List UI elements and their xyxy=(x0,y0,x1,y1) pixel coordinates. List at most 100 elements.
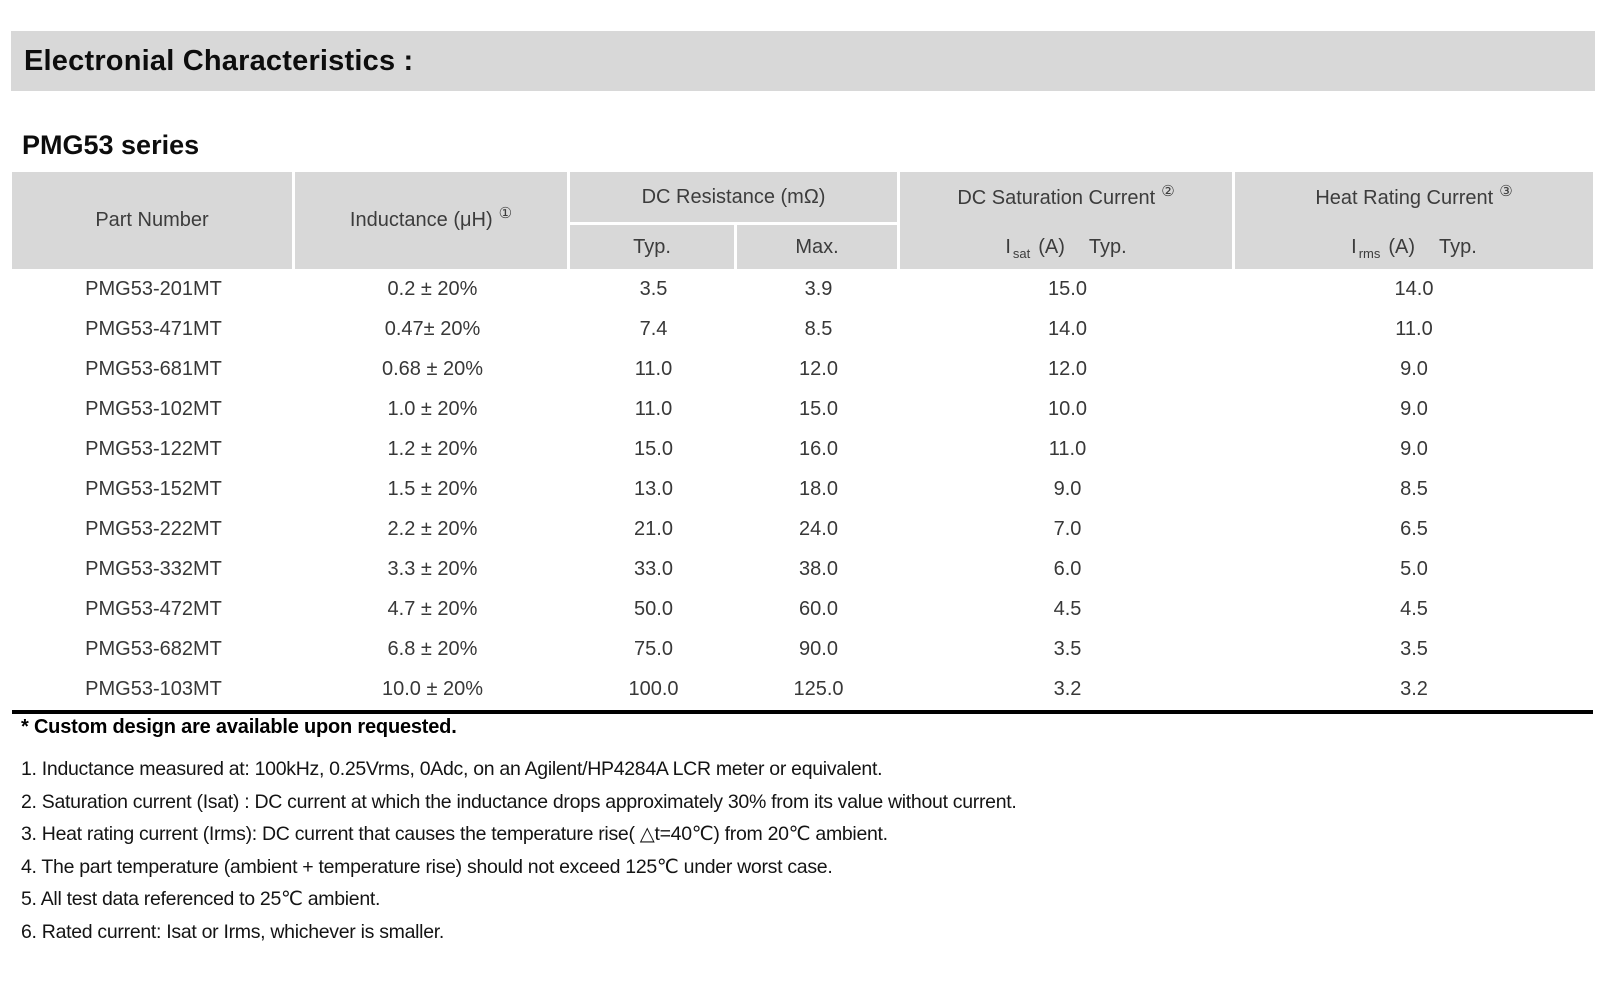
cell-irms: 11.0 xyxy=(1395,317,1433,340)
cell-dcr-max: 90.0 xyxy=(799,637,838,660)
table-row: PMG53-103MT 10.0 ± 20% 100.0 125.0 3.2 3… xyxy=(12,669,1593,709)
header-saturation-current: DC Saturation Current ② I sat (A) Typ. xyxy=(900,172,1235,269)
series-title: PMG53 series xyxy=(22,130,200,160)
table-row: PMG53-471MT 0.47± 20% 7.4 8.5 14.0 11.0 xyxy=(12,309,1593,349)
cell-inductance: 0.2 ± 20% xyxy=(387,277,478,300)
cell-isat: 3.5 xyxy=(1053,637,1082,660)
header-dcr-max-label: Max. xyxy=(795,235,839,258)
cell-dcr-typ: 15.0 xyxy=(634,437,673,460)
footnote-6: 6. Rated current: Isat or Irms, whicheve… xyxy=(21,920,444,943)
cell-irms: 4.5 xyxy=(1400,597,1428,620)
cell-dcr-typ: 75.0 xyxy=(634,637,673,660)
footnotes: * Custom design are available upon reque… xyxy=(21,716,1581,949)
characteristics-table: Part Number Inductance (μH) ① DC Resista… xyxy=(12,172,1593,709)
cell-part-number: PMG53-103MT xyxy=(85,677,222,700)
cell-isat: 10.0 xyxy=(1048,397,1087,420)
cell-part-number: PMG53-122MT xyxy=(85,437,222,460)
cell-irms: 9.0 xyxy=(1400,357,1428,380)
cell-dcr-typ: 11.0 xyxy=(634,357,673,380)
cell-isat: 12.0 xyxy=(1048,357,1087,380)
cell-part-number: PMG53-222MT xyxy=(85,517,222,540)
cell-dcr-typ: 13.0 xyxy=(634,477,673,500)
cell-dcr-max: 125.0 xyxy=(793,677,844,700)
header-heat-rating-current: Heat Rating Current ③ I rms (A) Typ. xyxy=(1235,172,1593,269)
cell-inductance: 1.5 ± 20% xyxy=(387,477,478,500)
header-inductance-label: Inductance (μH) xyxy=(349,209,493,231)
cell-irms: 8.5 xyxy=(1400,477,1428,500)
cell-irms: 3.5 xyxy=(1400,637,1428,660)
page-title: Electronial Characteristics : xyxy=(24,44,414,77)
table-row: PMG53-332MT 3.3 ± 20% 33.0 38.0 6.0 5.0 xyxy=(12,549,1593,589)
cell-part-number: PMG53-681MT xyxy=(85,357,222,380)
cell-dcr-max: 38.0 xyxy=(799,557,838,580)
header-heat-label: Heat Rating Current xyxy=(1315,187,1494,209)
cell-inductance: 10.0 ± 20% xyxy=(381,677,484,700)
cell-irms: 14.0 xyxy=(1394,277,1434,300)
isat-typ-label: Typ. xyxy=(1088,235,1127,258)
cell-dcr-max: 8.5 xyxy=(804,317,833,340)
header-dc-resistance-label: DC Resistance (mΩ) xyxy=(641,185,826,208)
cell-isat: 15.0 xyxy=(1048,277,1087,300)
header-inductance: Inductance (μH) ① xyxy=(295,172,570,269)
header-heat-sub: I rms (A) Typ. xyxy=(1235,225,1593,269)
footnote-ref-1-icon: ① xyxy=(498,204,513,222)
cell-irms: 5.0 xyxy=(1400,557,1428,580)
table-row: PMG53-681MT 0.68 ± 20% 11.0 12.0 12.0 9.… xyxy=(12,349,1593,389)
cell-isat: 6.0 xyxy=(1053,557,1082,580)
section-banner: Electronial Characteristics : xyxy=(11,31,1595,91)
header-dcr-typ-label: Typ. xyxy=(633,235,671,258)
footnote-ref-3-icon: ③ xyxy=(1499,182,1513,200)
cell-inductance: 4.7 ± 20% xyxy=(387,597,478,620)
cell-dcr-max: 15.0 xyxy=(799,397,838,420)
header-saturation-title: DC Saturation Current ② xyxy=(900,172,1232,225)
cell-inductance: 2.2 ± 20% xyxy=(387,517,478,540)
header-saturation-label: DC Saturation Current xyxy=(957,187,1156,209)
irms-symbol: I xyxy=(1351,235,1357,258)
cell-inductance: 3.3 ± 20% xyxy=(387,557,478,580)
isat-symbol: I xyxy=(1005,235,1011,258)
isat-unit: (A) xyxy=(1038,235,1065,258)
table-bottom-rule xyxy=(12,710,1593,714)
cell-irms: 6.5 xyxy=(1400,517,1428,540)
table-row: PMG53-222MT 2.2 ± 20% 21.0 24.0 7.0 6.5 xyxy=(12,509,1593,549)
cell-inductance: 6.8 ± 20% xyxy=(387,637,478,660)
cell-inductance: 0.68 ± 20% xyxy=(381,357,484,380)
table-body: PMG53-201MT 0.2 ± 20% 3.5 3.9 15.0 14.0 … xyxy=(12,269,1593,709)
cell-dcr-max: 60.0 xyxy=(799,597,838,620)
footnote-4: 4. The part temperature (ambient + tempe… xyxy=(21,855,833,878)
table-row: PMG53-472MT 4.7 ± 20% 50.0 60.0 4.5 4.5 xyxy=(12,589,1593,629)
table-row: PMG53-102MT 1.0 ± 20% 11.0 15.0 10.0 9.0 xyxy=(12,389,1593,429)
cell-irms: 9.0 xyxy=(1400,397,1428,420)
cell-irms: 3.2 xyxy=(1400,677,1428,700)
table-row: PMG53-152MT 1.5 ± 20% 13.0 18.0 9.0 8.5 xyxy=(12,469,1593,509)
irms-unit: (A) xyxy=(1388,235,1416,258)
footnote-ref-2-icon: ② xyxy=(1161,182,1175,200)
cell-inductance: 0.47± 20% xyxy=(384,317,481,340)
header-dc-resistance-group: DC Resistance (mΩ) xyxy=(570,172,900,225)
header-part-number: Part Number xyxy=(12,172,295,269)
cell-dcr-typ: 33.0 xyxy=(634,557,673,580)
cell-part-number: PMG53-152MT xyxy=(85,477,222,500)
cell-inductance: 1.0 ± 20% xyxy=(387,397,478,420)
cell-part-number: PMG53-102MT xyxy=(85,397,222,420)
cell-part-number: PMG53-471MT xyxy=(85,317,222,340)
footnote-3: 3. Heat rating current (Irms): DC curren… xyxy=(21,823,888,846)
cell-part-number: PMG53-682MT xyxy=(85,637,222,660)
footnote-1: 1. Inductance measured at: 100kHz, 0.25V… xyxy=(21,758,883,780)
cell-dcr-typ: 11.0 xyxy=(634,397,673,420)
cell-isat: 11.0 xyxy=(1048,437,1087,460)
table-row: PMG53-682MT 6.8 ± 20% 75.0 90.0 3.5 3.5 xyxy=(12,629,1593,669)
cell-isat: 9.0 xyxy=(1053,477,1082,500)
table-row: PMG53-201MT 0.2 ± 20% 3.5 3.9 15.0 14.0 xyxy=(12,269,1593,309)
cell-part-number: PMG53-201MT xyxy=(85,277,222,300)
cell-dcr-typ: 7.4 xyxy=(639,317,668,340)
cell-isat: 14.0 xyxy=(1048,317,1087,340)
cell-part-number: PMG53-472MT xyxy=(85,597,222,620)
footnote-5: 5. All test data referenced to 25℃ ambie… xyxy=(21,888,381,911)
header-dcr-typ: Typ. xyxy=(570,225,737,269)
cell-dcr-typ: 50.0 xyxy=(634,597,673,620)
cell-isat: 3.2 xyxy=(1053,677,1082,700)
footnote-list: 1. Inductance measured at: 100kHz, 0.25V… xyxy=(21,753,1581,949)
cell-dcr-max: 24.0 xyxy=(799,517,838,540)
cell-dcr-typ: 100.0 xyxy=(628,677,679,700)
